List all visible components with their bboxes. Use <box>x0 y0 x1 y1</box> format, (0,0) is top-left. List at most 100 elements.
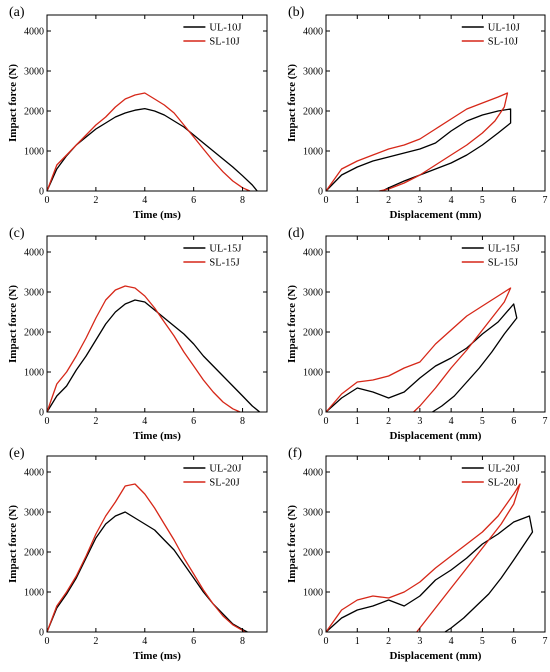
chart-panel-2: 0 1 2 3 4 5 6 7 0 1000 2000 3000 4000 Displacement (m… <box>286 5 548 221</box>
x-tick-label: 2 <box>93 195 98 206</box>
chart-panel-1: 0 2 4 6 8 0 1000 2000 3000 4000 Time (ms) Impact fo… <box>7 5 268 221</box>
y-tick-label: 3000 <box>303 288 323 299</box>
y-axis-label: Impact force (N) <box>7 505 19 583</box>
x-tick-label: 6 <box>511 195 516 206</box>
plot-frame <box>46 235 268 413</box>
x-tick-label: 6 <box>191 416 196 427</box>
x-tick-label: 4 <box>142 195 147 206</box>
y-axis-label: Impact force (N) <box>7 64 19 142</box>
y-tick-label: 2000 <box>24 548 44 559</box>
legend-label: UL-10J <box>209 23 241 34</box>
y-tick-label: 4000 <box>24 248 44 259</box>
y-tick-label: 2000 <box>24 328 44 339</box>
plot-frame <box>46 455 268 633</box>
x-tick-label: 7 <box>543 195 548 206</box>
series-line-sl-10j <box>325 92 509 192</box>
x-tick-label: 0 <box>45 636 50 647</box>
y-axis-label: Impact force (N) <box>286 64 298 142</box>
plot-frame <box>46 14 268 192</box>
y-axis-label: Impact force (N) <box>7 285 19 363</box>
panel-label: (f) <box>288 446 302 461</box>
x-tick-label: 6 <box>511 636 516 647</box>
chart-panel-6: 0 1 2 3 4 5 6 7 0 1000 2000 3000 4000 Displacement (m… <box>286 446 548 662</box>
legend-label: SL-10J <box>488 37 518 48</box>
y-tick-label: 4000 <box>303 27 323 38</box>
x-axis-label: Displacement (mm) <box>390 209 482 221</box>
y-tick-label: 4000 <box>303 248 323 259</box>
legend-label: SL-10J <box>209 37 239 48</box>
x-tick-label: 3 <box>417 416 422 427</box>
x-axis-label: Displacement (mm) <box>390 650 482 662</box>
legend-label: UL-15J <box>488 244 520 255</box>
legend-label: SL-20J <box>209 478 239 489</box>
x-tick-label: 4 <box>449 416 454 427</box>
x-tick-label: 7 <box>543 636 548 647</box>
x-axis-label: Time (ms) <box>133 209 181 221</box>
legend-label: UL-20J <box>488 464 520 475</box>
y-tick-label: 4000 <box>303 468 323 479</box>
x-axis-label: Time (ms) <box>133 430 181 442</box>
series-line-sl-10j <box>46 92 251 192</box>
y-tick-label: 1000 <box>24 588 44 599</box>
panel-label: (d) <box>288 226 305 241</box>
y-tick-label: 1000 <box>303 588 323 599</box>
x-tick-label: 2 <box>386 195 391 206</box>
y-tick-label: 0 <box>39 187 44 198</box>
x-tick-label: 2 <box>386 416 391 427</box>
x-tick-label: 6 <box>191 636 196 647</box>
chart-panel-5: 0 2 4 6 8 0 1000 2000 3000 4000 Time (ms) Impact fo… <box>7 446 268 662</box>
y-tick-label: 2000 <box>303 107 323 118</box>
x-axis-label: Time (ms) <box>133 650 181 662</box>
y-tick-label: 3000 <box>303 508 323 519</box>
series-line-ul-15j <box>46 299 261 413</box>
plot-frame <box>325 14 546 192</box>
x-tick-label: 0 <box>324 636 329 647</box>
panel-label: (e) <box>9 446 25 461</box>
y-tick-label: 3000 <box>24 67 44 78</box>
y-tick-label: 2000 <box>24 107 44 118</box>
series-line-sl-20j <box>46 483 246 633</box>
x-tick-label: 0 <box>324 195 329 206</box>
x-tick-label: 1 <box>355 195 360 206</box>
series-line-ul-20j <box>325 515 534 633</box>
y-axis-label: Impact force (N) <box>286 285 298 363</box>
legend-label: SL-20J <box>488 478 518 489</box>
x-tick-label: 3 <box>417 636 422 647</box>
y-tick-label: 3000 <box>24 288 44 299</box>
x-tick-label: 0 <box>324 416 329 427</box>
x-tick-label: 6 <box>191 195 196 206</box>
y-tick-label: 2000 <box>303 328 323 339</box>
legend-label: SL-15J <box>209 258 239 269</box>
legend-label: UL-10J <box>488 23 520 34</box>
x-tick-label: 0 <box>45 416 50 427</box>
x-tick-label: 0 <box>45 195 50 206</box>
y-tick-label: 1000 <box>24 368 44 379</box>
x-tick-label: 4 <box>142 416 147 427</box>
panel-label: (c) <box>9 226 25 241</box>
legend-label: UL-15J <box>209 244 241 255</box>
series-line-sl-15j <box>325 287 512 413</box>
legend-label: UL-20J <box>209 464 241 475</box>
chart-panel-3: 0 2 4 6 8 0 1000 2000 3000 4000 Time (ms) Impact fo… <box>7 226 268 442</box>
y-tick-label: 3000 <box>24 508 44 519</box>
series-line-ul-10j <box>325 108 512 192</box>
y-tick-label: 1000 <box>303 147 323 158</box>
x-tick-label: 1 <box>355 416 360 427</box>
y-tick-label: 3000 <box>303 67 323 78</box>
series-line-ul-15j <box>325 303 518 413</box>
series-line-sl-20j <box>325 483 521 633</box>
x-tick-label: 8 <box>240 636 245 647</box>
series-line-ul-20j <box>46 511 248 633</box>
y-tick-label: 0 <box>318 187 323 198</box>
x-tick-label: 4 <box>449 195 454 206</box>
x-tick-label: 5 <box>480 195 485 206</box>
y-tick-label: 1000 <box>24 147 44 158</box>
y-tick-label: 0 <box>318 408 323 419</box>
x-tick-label: 4 <box>142 636 147 647</box>
y-tick-label: 0 <box>39 628 44 639</box>
x-tick-label: 4 <box>449 636 454 647</box>
x-tick-label: 2 <box>93 636 98 647</box>
x-tick-label: 3 <box>417 195 422 206</box>
x-tick-label: 5 <box>480 416 485 427</box>
